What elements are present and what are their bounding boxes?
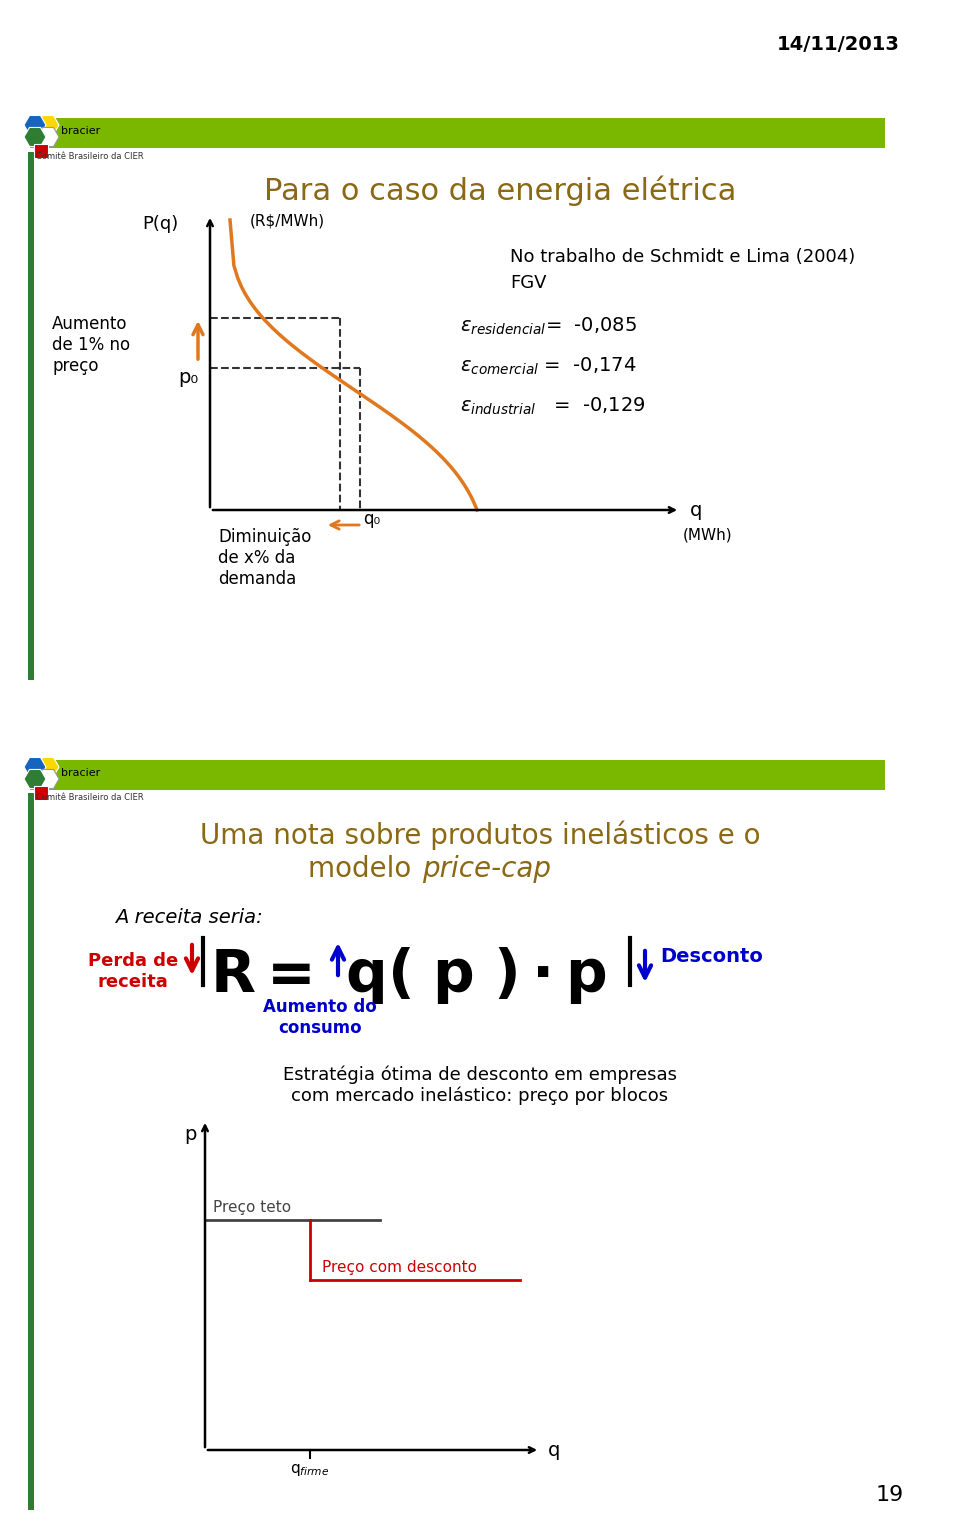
Text: q₀: q₀: [363, 510, 380, 528]
Text: q: q: [690, 501, 703, 519]
Text: Preço teto: Preço teto: [213, 1199, 291, 1215]
Text: Desconto: Desconto: [660, 948, 763, 966]
Text: Aumento do
consumo: Aumento do consumo: [263, 998, 377, 1036]
Text: Para o caso da energia elétrica: Para o caso da energia elétrica: [264, 175, 736, 206]
Text: 14/11/2013: 14/11/2013: [778, 35, 900, 53]
Text: q$_{firme}$: q$_{firme}$: [290, 1462, 329, 1479]
Text: p₀: p₀: [178, 368, 198, 388]
Text: A receita seria:: A receita seria:: [115, 908, 263, 926]
Bar: [28, 153, 34, 681]
Bar: [30, 760, 885, 790]
Text: (MWh): (MWh): [683, 526, 732, 542]
Text: P(q): P(q): [142, 215, 178, 233]
Text: bracier: bracier: [61, 768, 100, 778]
Text: $\varepsilon_{industrial}$   =  -0,129: $\varepsilon_{industrial}$ = -0,129: [460, 397, 645, 417]
Text: 19: 19: [876, 1485, 904, 1505]
Text: modelo: modelo: [308, 855, 420, 884]
Text: Comitê Brasileiro da CIER: Comitê Brasileiro da CIER: [36, 794, 144, 803]
Text: Estratégia ótima de desconto em empresas
com mercado inelástico: preço por bloco: Estratégia ótima de desconto em empresas…: [283, 1065, 677, 1105]
Text: Perda de
receita: Perda de receita: [88, 952, 179, 990]
Text: (R$/MWh): (R$/MWh): [250, 214, 325, 227]
Text: Uma nota sobre produtos inelásticos e o: Uma nota sobre produtos inelásticos e o: [200, 819, 760, 850]
Text: p: p: [184, 1125, 197, 1144]
Text: Aumento
de 1% no
preço: Aumento de 1% no preço: [52, 316, 131, 375]
Text: $\mathbf{R =\ q(\ p\ )\cdot p}$: $\mathbf{R =\ q(\ p\ )\cdot p}$: [210, 945, 607, 1006]
Text: price-cap: price-cap: [422, 855, 551, 884]
Text: $\varepsilon_{comercial}$ =  -0,174: $\varepsilon_{comercial}$ = -0,174: [460, 356, 636, 377]
Bar: [30, 118, 885, 148]
Text: bracier: bracier: [61, 127, 100, 136]
Text: $\varepsilon_{residencial}$=  -0,085: $\varepsilon_{residencial}$= -0,085: [460, 316, 637, 337]
Text: Preço com desconto: Preço com desconto: [322, 1260, 477, 1276]
Text: Diminuição
de x% da
demanda: Diminuição de x% da demanda: [218, 528, 311, 588]
Text: No trabalho de Schmidt e Lima (2004): No trabalho de Schmidt e Lima (2004): [510, 249, 855, 266]
Text: q: q: [548, 1441, 561, 1459]
Bar: [28, 794, 34, 1511]
Text: FGV: FGV: [510, 275, 546, 291]
Text: Comitê Brasileiro da CIER: Comitê Brasileiro da CIER: [36, 153, 144, 162]
